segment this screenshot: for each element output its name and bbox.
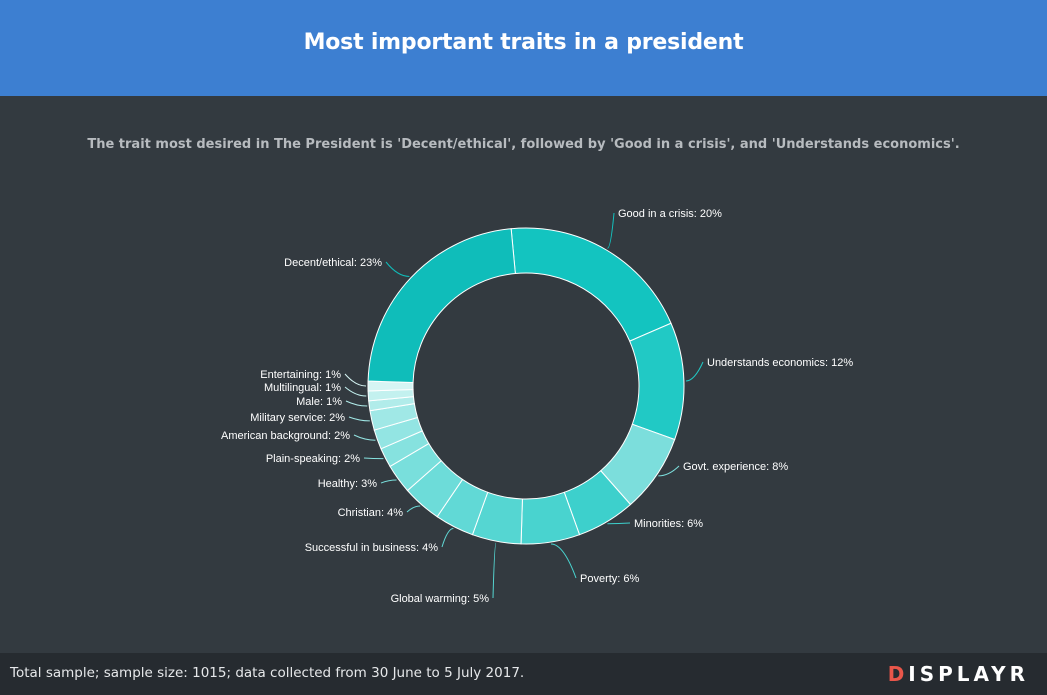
slice-label: Poverty: 6% (580, 573, 640, 585)
leader-line (441, 528, 454, 548)
chart-subtitle: The trait most desired in The President … (87, 137, 960, 152)
donut-slice[interactable] (629, 322, 685, 441)
slice-label: Successful in business: 4% (305, 542, 439, 554)
slice-label: Healthy: 3% (318, 478, 378, 490)
sample-note: Total sample; sample size: 1015; data co… (10, 665, 525, 681)
slice-label: Military service: 2% (250, 412, 345, 424)
slice-label: Plain-speaking: 2% (266, 453, 360, 465)
leader-line (685, 361, 704, 382)
leader-line (345, 400, 368, 407)
leader-line (380, 479, 397, 484)
logo-letter-d: D (887, 662, 909, 686)
leader-line (607, 522, 631, 525)
leader-line (348, 416, 370, 422)
logo-letters: ISPLAYR (908, 662, 1029, 686)
slice-label: Decent/ethical: 23% (284, 257, 382, 269)
slice-label: Male: 1% (296, 396, 342, 408)
slice-label: Global warming: 5% (391, 593, 490, 605)
slice-label: Good in a crisis: 20% (618, 208, 722, 220)
leader-line (385, 261, 410, 277)
slice-label: Govt. experience: 8% (683, 461, 788, 473)
displayr-logo: DISPLAYR (888, 662, 1029, 686)
leader-line (658, 465, 680, 477)
footer-bar: Total sample; sample size: 1015; data co… (0, 653, 1047, 695)
donut-slice[interactable] (510, 227, 672, 342)
leader-line (607, 212, 615, 249)
slice-label: Christian: 4% (338, 507, 404, 519)
leader-line (550, 543, 577, 579)
chart-title: Most important traits in a president (303, 29, 744, 55)
donut-slice[interactable] (367, 228, 516, 383)
leader-line (406, 505, 421, 513)
leader-line (344, 386, 367, 397)
leader-line (344, 373, 367, 387)
slice-label: American background: 2% (221, 430, 350, 442)
donut-chart: Good in a crisis: 20% Understands economi… (221, 208, 853, 605)
slice-label: Multilingual: 1% (264, 382, 341, 394)
header-bar: Most important traits in a president (0, 0, 1047, 96)
leader-line (492, 542, 497, 599)
slice-label: Entertaining: 1% (260, 369, 341, 381)
leader-line (353, 434, 376, 441)
slice-label: Understands economics: 12% (707, 357, 853, 369)
slice-label: Minorities: 6% (634, 518, 703, 530)
leader-line (363, 457, 384, 460)
